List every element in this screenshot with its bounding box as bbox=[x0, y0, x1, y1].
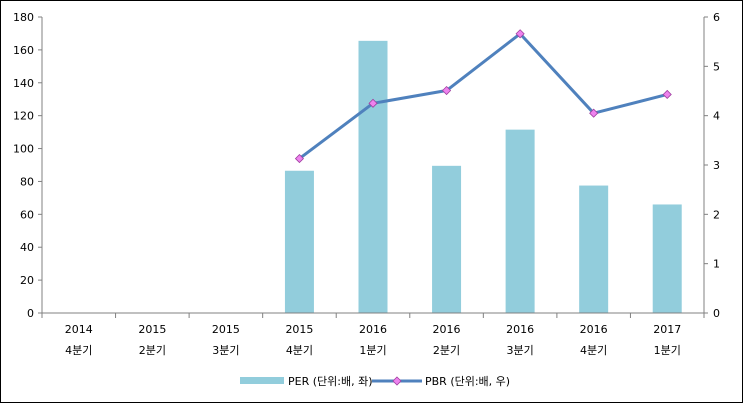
left-axis: 0 20 40 60 80 100 120 140 160 180 bbox=[13, 11, 43, 320]
x-tick-label-quarter: 4분기 bbox=[65, 344, 92, 357]
right-tick-label: 2 bbox=[713, 208, 720, 221]
x-tick-label-year: 2015 bbox=[285, 323, 313, 336]
x-tick-label-quarter: 1분기 bbox=[654, 344, 681, 357]
x-tick-label-year: 2015 bbox=[138, 323, 166, 336]
left-tick-label: 20 bbox=[20, 274, 34, 287]
x-tick-label-year: 2015 bbox=[212, 323, 240, 336]
per-bar bbox=[652, 204, 682, 313]
pbr-point bbox=[441, 85, 452, 96]
x-tick-label-year: 2014 bbox=[65, 323, 93, 336]
per-bar bbox=[358, 40, 388, 313]
right-tick-label: 4 bbox=[713, 110, 720, 123]
per-bar bbox=[505, 129, 535, 313]
left-tick-label: 160 bbox=[13, 44, 34, 57]
legend-per-label: PER (단위:배, 좌) bbox=[288, 375, 373, 388]
left-tick-label: 100 bbox=[13, 143, 34, 156]
left-tick-label: 80 bbox=[20, 175, 34, 188]
x-tick-label-quarter: 2분기 bbox=[433, 344, 460, 357]
pbr-point bbox=[294, 154, 305, 164]
x-tick-label-quarter: 4분기 bbox=[580, 344, 607, 357]
right-tick-label: 0 bbox=[713, 307, 720, 320]
per-bar bbox=[579, 185, 609, 313]
legend-per-swatch bbox=[240, 377, 284, 384]
per-bar bbox=[284, 170, 314, 313]
x-tick-label-year: 2016 bbox=[506, 323, 534, 336]
plot-area bbox=[284, 29, 682, 313]
pbr-point bbox=[662, 89, 672, 100]
right-tick-label: 6 bbox=[713, 11, 720, 24]
pbr-point bbox=[515, 29, 525, 39]
left-tick-label: 180 bbox=[13, 11, 34, 24]
x-tick-label-quarter: 1분기 bbox=[359, 344, 386, 357]
right-tick-label: 3 bbox=[713, 159, 720, 172]
legend-pbr-label: PBR (단위:배, 우) bbox=[425, 375, 510, 388]
x-tick-label-year: 2017 bbox=[653, 323, 681, 336]
left-tick-label: 0 bbox=[27, 307, 34, 320]
left-tick-label: 60 bbox=[20, 208, 34, 221]
x-tick-label-year: 2016 bbox=[580, 323, 608, 336]
x-axis: 2014 4분기 2015 2분기 2015 3분기 2015 4분기 2016 1분기 2016 2… bbox=[41, 312, 705, 357]
pbr-point bbox=[589, 108, 599, 118]
right-tick-label: 1 bbox=[713, 258, 720, 271]
x-tick-label-quarter: 4분기 bbox=[286, 344, 313, 357]
x-tick-label-year: 2016 bbox=[359, 323, 387, 336]
pbr-line bbox=[298, 32, 668, 160]
x-tick-label-quarter: 3분기 bbox=[506, 344, 533, 357]
x-tick-label-quarter: 2분기 bbox=[139, 344, 166, 357]
legend: PER (단위:배, 좌) PBR (단위:배, 우) bbox=[240, 375, 510, 388]
x-tick-label-year: 2016 bbox=[433, 323, 461, 336]
left-tick-label: 140 bbox=[13, 77, 34, 90]
right-tick-label: 5 bbox=[713, 60, 720, 73]
per-bar bbox=[432, 165, 462, 313]
right-axis: 0 1 2 3 4 5 6 bbox=[703, 11, 720, 320]
left-tick-label: 120 bbox=[13, 110, 34, 123]
pbr-point bbox=[368, 98, 378, 108]
left-tick-label: 40 bbox=[20, 241, 34, 254]
legend-pbr-marker bbox=[392, 376, 402, 386]
x-tick-label-quarter: 3분기 bbox=[212, 344, 239, 357]
